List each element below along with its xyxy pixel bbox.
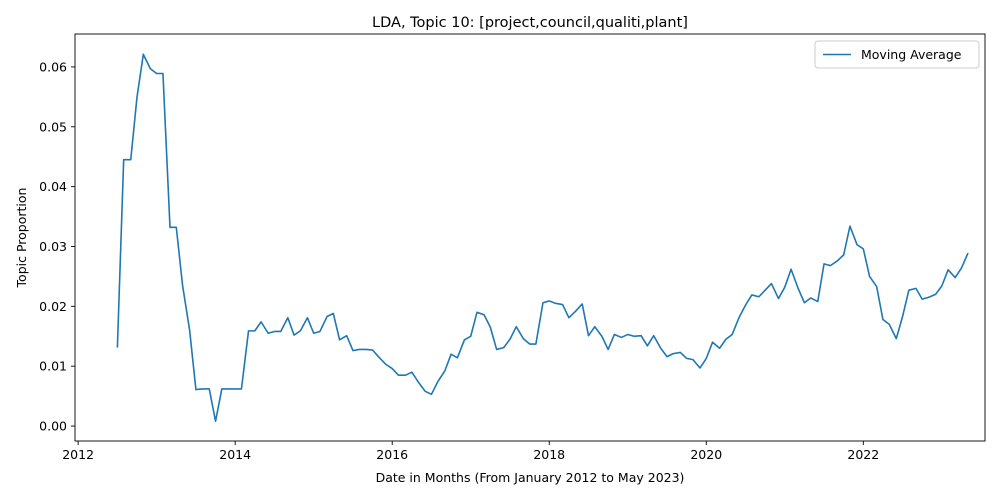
x-tick-label: 2016: [376, 447, 408, 462]
x-tick-label: 2018: [533, 447, 565, 462]
y-tick-label: 0.04: [39, 179, 67, 194]
x-axis-ticks: 2012 2014 2016 2018 2020 2022: [62, 441, 879, 462]
y-tick-label: 0.05: [39, 119, 67, 134]
y-tick-label: 0.00: [39, 419, 67, 434]
x-tick-label: 2012: [62, 447, 94, 462]
x-axis-label: Date in Months (From January 2012 to May…: [376, 470, 685, 485]
x-tick-label: 2014: [219, 447, 251, 462]
legend-frame: [814, 40, 980, 69]
y-tick-label: 0.06: [39, 59, 67, 74]
y-axis-label: Topic Proportion: [14, 188, 29, 289]
series-layer: [116, 53, 969, 423]
y-axis-ticks: 0.00 0.01 0.02 0.03 0.04 0.05 0.06: [39, 59, 75, 434]
plot-area-frame: [74, 33, 986, 442]
legend: Moving Average: [814, 40, 980, 69]
series-line-moving-average: [116, 53, 969, 423]
legend-label: Moving Average: [861, 47, 962, 62]
y-tick-label: 0.01: [39, 359, 67, 374]
x-tick-label: 2020: [690, 447, 722, 462]
x-tick-label: 2022: [847, 447, 879, 462]
chart-title: LDA, Topic 10: [project,council,qualiti,…: [372, 15, 688, 31]
y-tick-label: 0.02: [39, 299, 67, 314]
y-tick-label: 0.03: [39, 239, 67, 254]
